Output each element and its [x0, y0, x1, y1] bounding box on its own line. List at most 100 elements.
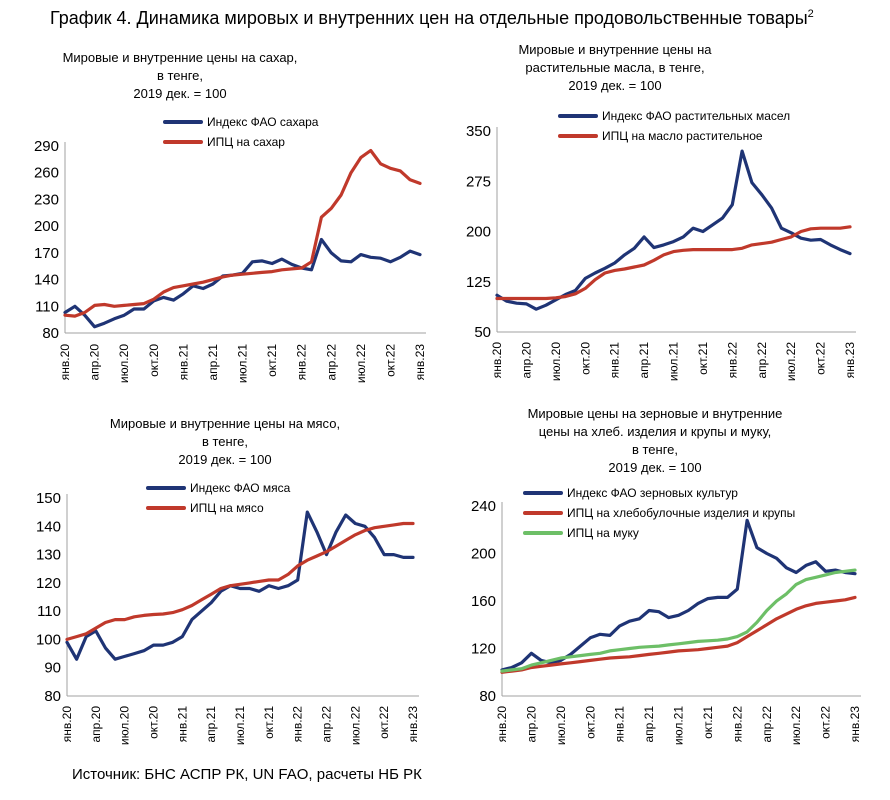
x-tick-label: янв.20 — [58, 344, 72, 381]
page-title-text: График 4. Динамика мировых и внутренних … — [50, 8, 808, 28]
chart-sugar: Мировые и внутренние цены на сахар, в тен… — [34, 50, 427, 383]
chart-title-line: Мировые цены на зерновые и внутренние — [528, 406, 783, 421]
x-tick-label: окт.22 — [814, 342, 828, 375]
series-line-2 — [65, 521, 415, 641]
x-tick-label: апр.21 — [642, 706, 656, 743]
x-tick-label: июл.21 — [236, 344, 250, 383]
y-tick-label: 150 — [36, 490, 61, 507]
legend-label: Индекс ФАО растительных масел — [602, 109, 790, 123]
x-tick-label: апр.22 — [320, 706, 334, 743]
chart-cereals: Мировые цены на зерновые и внутренние цен… — [471, 406, 862, 745]
series-line-1 — [65, 510, 415, 661]
x-tick-label: янв.21 — [176, 344, 190, 381]
x-tick-label: окт.20 — [583, 706, 597, 739]
x-tick-label: янв.20 — [490, 342, 504, 379]
y-tick-label: 170 — [34, 245, 59, 262]
y-tick-label: 140 — [36, 518, 61, 535]
chart-title-line: 2019 дек. = 100 — [133, 86, 226, 101]
x-tick-label: июл.22 — [354, 344, 368, 383]
x-tick-label: окт.20 — [147, 706, 161, 739]
y-tick-label: 120 — [471, 641, 496, 658]
x-tick-label: янв.20 — [60, 706, 74, 743]
x-tick-label: июл.22 — [348, 706, 362, 745]
x-tick-label: июл.21 — [233, 706, 247, 745]
x-tick-label: янв.23 — [848, 706, 862, 743]
x-tick-label: окт.20 — [578, 342, 592, 375]
y-tick-label: 230 — [34, 191, 59, 208]
chart-title-line: в тенге, — [632, 442, 678, 457]
x-tick-label: апр.22 — [324, 344, 338, 381]
chart-title-line: в тенге, — [157, 68, 203, 83]
x-tick-label: янв.21 — [608, 342, 622, 379]
series-line-2 — [500, 595, 857, 674]
series-line-2 — [495, 225, 852, 301]
page-title: График 4. Динамика мировых и внутренних … — [50, 8, 814, 29]
legend-label: Индекс ФАО зерновых культур — [567, 486, 738, 500]
x-tick-label: янв.21 — [175, 706, 189, 743]
legend-label: Индекс ФАО сахара — [207, 115, 319, 129]
chart-title-line: в тенге, — [202, 434, 248, 449]
y-tick-label: 110 — [37, 603, 61, 620]
x-tick-label: янв.22 — [295, 344, 309, 381]
x-tick-label: июл.20 — [549, 342, 563, 381]
chart-title-line: Мировые и внутренние цены на мясо, — [110, 416, 340, 431]
source-note: Источник: БНС АСПР РК, UN FAO, расчеты Н… — [72, 766, 422, 783]
x-tick-label: июл.21 — [672, 706, 686, 745]
x-tick-label: окт.22 — [383, 344, 397, 377]
x-tick-label: янв.22 — [291, 706, 305, 743]
y-tick-label: 110 — [35, 298, 59, 315]
y-tick-label: 100 — [36, 631, 61, 648]
x-tick-label: окт.22 — [819, 706, 833, 739]
y-tick-label: 350 — [466, 123, 491, 140]
series-line-1 — [495, 149, 852, 311]
y-tick-label: 160 — [471, 593, 496, 610]
x-tick-label: апр.20 — [89, 706, 103, 743]
chart-title-line: Мировые и внутренние цены на сахар, — [63, 50, 298, 65]
y-tick-label: 275 — [466, 173, 491, 190]
chart-title-line: растительные масла, в тенге, — [525, 60, 704, 75]
chart-title-line: 2019 дек. = 100 — [178, 452, 271, 467]
y-tick-label: 260 — [34, 165, 59, 182]
chart-title-line: Мировые и внутренние цены на — [518, 42, 712, 57]
x-tick-label: апр.22 — [760, 706, 774, 743]
x-tick-label: янв.22 — [730, 706, 744, 743]
legend-label: ИПЦ на хлебобулочные изделия и крупы — [567, 506, 795, 520]
chart-vegetable-oils: Мировые и внутренние цены на растительные… — [466, 42, 857, 381]
footnote-mark: 2 — [807, 8, 814, 20]
y-tick-label: 120 — [36, 575, 61, 592]
x-tick-label: июл.20 — [118, 706, 132, 745]
x-tick-label: апр.21 — [206, 344, 220, 381]
x-tick-label: окт.21 — [265, 344, 279, 377]
series-line-3 — [500, 568, 857, 673]
x-tick-label: апр.20 — [88, 344, 102, 381]
legend-label: ИПЦ на сахар — [207, 135, 285, 149]
x-tick-label: июл.20 — [117, 344, 131, 383]
y-tick-label: 80 — [42, 325, 59, 342]
chart-title-line: 2019 дек. = 100 — [568, 78, 661, 93]
series-line-2 — [63, 148, 422, 318]
series-line-1 — [63, 237, 422, 329]
y-tick-label: 50 — [474, 324, 491, 341]
chart-title-line: 2019 дек. = 100 — [608, 460, 701, 475]
x-tick-label: янв.23 — [406, 706, 420, 743]
x-tick-label: апр.21 — [637, 342, 651, 379]
x-tick-label: янв.21 — [613, 706, 627, 743]
y-tick-label: 90 — [44, 660, 61, 677]
y-tick-label: 200 — [466, 224, 491, 241]
y-tick-label: 200 — [34, 218, 59, 235]
series-line-1 — [500, 518, 857, 672]
legend-label: ИПЦ на масло растительное — [602, 129, 763, 143]
y-tick-label: 290 — [34, 138, 59, 155]
x-tick-label: окт.22 — [377, 706, 391, 739]
y-tick-label: 80 — [44, 688, 61, 705]
x-tick-label: апр.22 — [755, 342, 769, 379]
x-tick-label: янв.23 — [843, 342, 857, 379]
y-tick-label: 200 — [471, 546, 496, 563]
x-tick-label: окт.21 — [696, 342, 710, 375]
y-tick-label: 140 — [34, 272, 59, 289]
legend-label: Индекс ФАО мяса — [190, 481, 291, 495]
legend-label: ИПЦ на муку — [567, 526, 639, 540]
y-tick-label: 130 — [36, 547, 61, 564]
x-tick-label: апр.21 — [204, 706, 218, 743]
x-tick-label: апр.20 — [519, 342, 533, 379]
